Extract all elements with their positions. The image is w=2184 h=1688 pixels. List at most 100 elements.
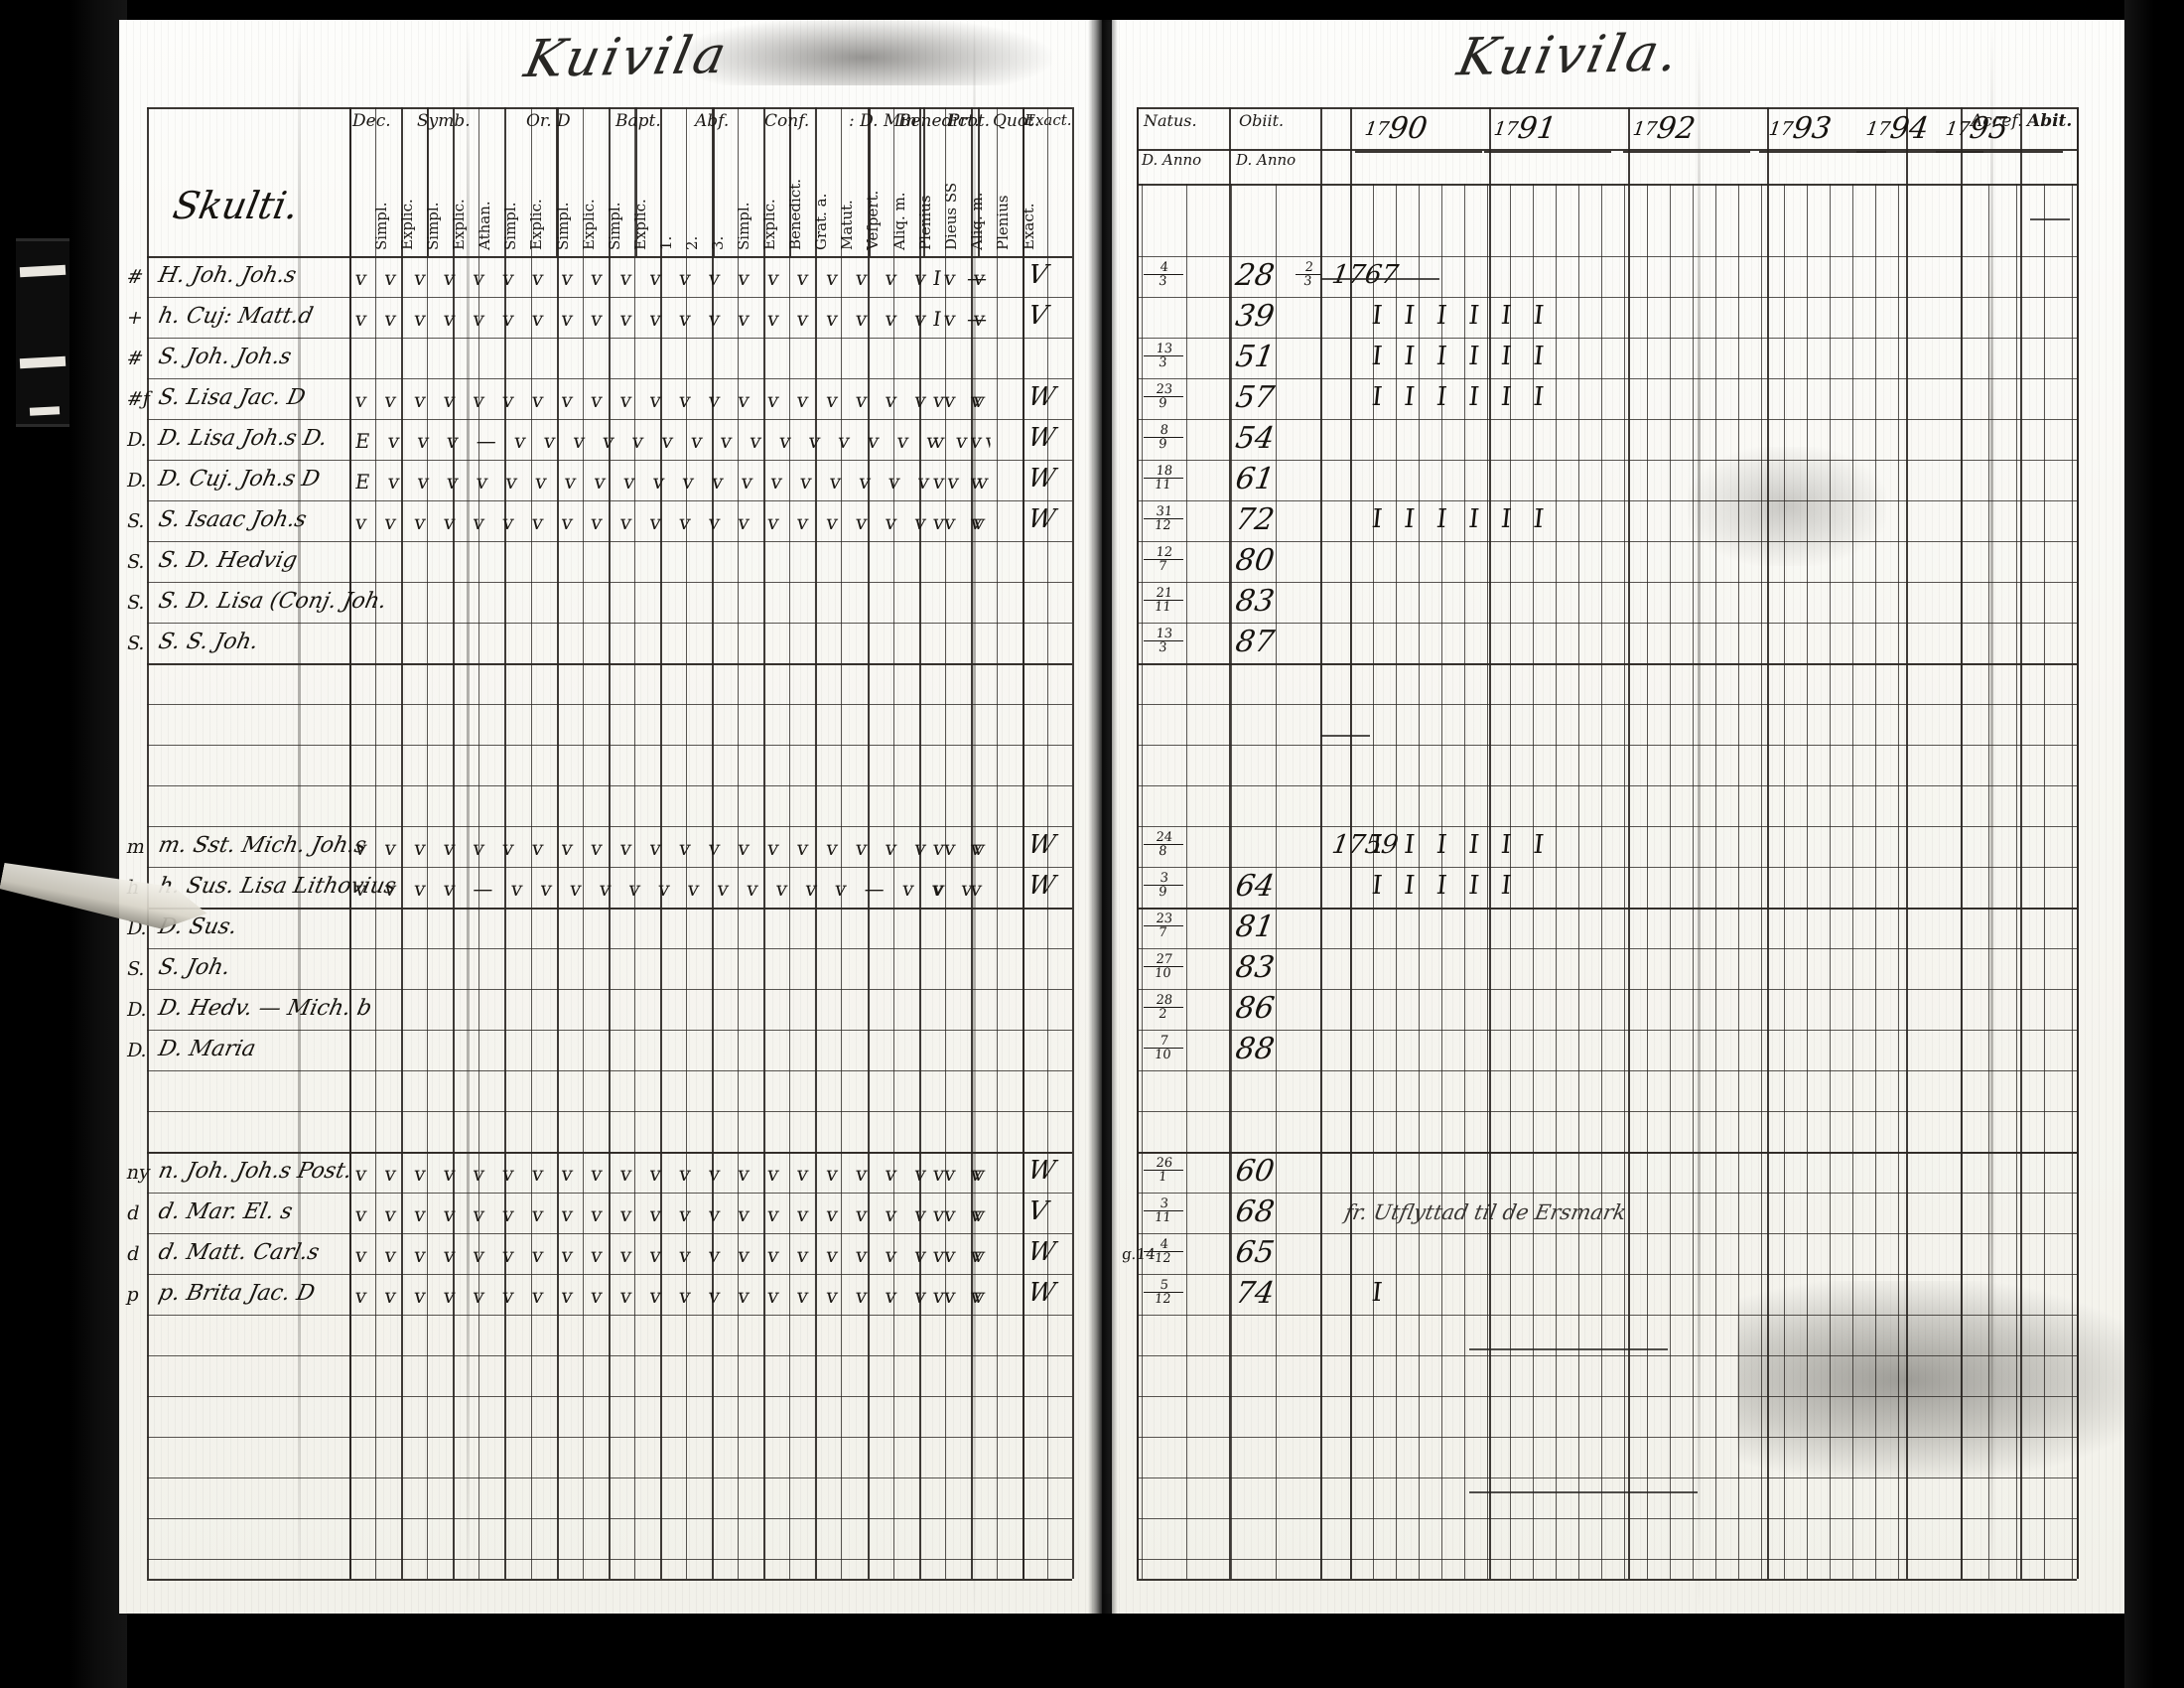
column-header-5: Conf. <box>764 111 810 131</box>
attendance-tally: I I I I I I <box>1370 342 1553 371</box>
column-header-9: Quot. <box>993 111 1040 131</box>
age-value: 65 <box>1233 1235 1277 1270</box>
grid-hline <box>1137 785 2077 786</box>
header-natus: Natus. <box>1144 111 1197 130</box>
scan-streak <box>298 20 301 1614</box>
subheader-13: 3. <box>709 235 727 250</box>
grid-vline <box>1396 184 1397 1579</box>
grid-hline <box>1137 826 2077 827</box>
column-header-6: : D. Min <box>849 111 917 131</box>
grid-hline <box>1137 1518 2077 1519</box>
grade-mark: W <box>1025 830 1058 860</box>
grid-hline <box>1137 989 2077 990</box>
person-name: S. Joh. <box>156 955 233 980</box>
subheader-12: 2. <box>682 235 701 250</box>
grid-vline <box>557 107 559 1579</box>
age-value: 72 <box>1233 502 1277 537</box>
attendance-marks: E v v v v v v v v v v v v v v v v v v v … <box>353 470 993 493</box>
grid-hline <box>1137 1193 2077 1194</box>
grid-vline <box>1276 184 1277 1579</box>
grid-vline <box>1464 184 1465 1579</box>
grid-vline <box>504 107 506 1579</box>
grid-vline <box>738 107 739 1579</box>
age-value: 68 <box>1233 1195 1277 1229</box>
grid-hline <box>147 1030 1072 1031</box>
date-fraction: 23 9 <box>1143 382 1185 411</box>
grid-hline <box>1137 1559 2077 1560</box>
grid-hline <box>1137 1315 2077 1316</box>
age-value: 39 <box>1233 299 1277 334</box>
person-name: H. Joh. Joh.s <box>156 263 299 288</box>
grid-hline <box>1355 151 1482 153</box>
subheader-7: Simpl. <box>553 202 572 250</box>
film-notch-artifact <box>29 406 61 416</box>
grid-vline <box>763 107 765 1579</box>
person-name: d. Mar. El. s <box>156 1199 295 1224</box>
grid-vline <box>2044 184 2045 1579</box>
grid-hline <box>1137 1030 2077 1031</box>
year-header-1791: 1791 <box>1492 111 1559 146</box>
age-value: 64 <box>1233 869 1277 904</box>
grid-hline <box>147 1274 1072 1275</box>
grid-hline <box>1137 1111 2077 1112</box>
ink-smudge <box>1737 1281 2154 1479</box>
person-name: S. Joh. Joh.s <box>156 345 294 369</box>
grid-vline <box>1320 107 1322 1579</box>
grid-hline <box>147 419 1072 420</box>
grid-vline <box>789 107 790 1579</box>
grade-mark: W <box>1025 1237 1058 1267</box>
age-value: 28 <box>1233 258 1277 293</box>
total-marks: v v <box>931 1202 994 1226</box>
person-name: d. Matt. Carl.s <box>156 1240 322 1265</box>
grid-vline <box>841 107 842 1579</box>
grid-vline <box>609 107 611 1579</box>
grid-vline <box>712 107 714 1579</box>
grid-vline <box>997 107 998 1579</box>
grid-hline <box>147 1193 1072 1194</box>
subheader-2: Simpl. <box>424 202 443 250</box>
grid-hline <box>1137 256 2077 257</box>
grid-vline <box>1441 184 1442 1579</box>
subheader-16: Benedict. <box>786 178 805 250</box>
subheader-24: Plenius <box>993 195 1012 250</box>
person-name: D. Lisa Joh.s D. <box>156 426 330 451</box>
grid-hline <box>147 1477 1072 1478</box>
person-name: D. Cuj. Joh.s D <box>156 467 323 492</box>
subheader-21: Plenius <box>915 195 934 250</box>
grid-vline <box>1072 107 1074 1579</box>
attendance-tally: I I I I I I <box>1370 382 1553 412</box>
grid-vline <box>978 107 980 256</box>
person-name: S. D. Hedvig <box>156 548 300 573</box>
age-value: 60 <box>1233 1154 1277 1189</box>
book-page-left <box>119 20 1102 1614</box>
grid-hline <box>147 338 1072 339</box>
grid-vline <box>2077 107 2079 1579</box>
attendance-tally: I I I I I I <box>1370 830 1553 860</box>
age-value: 74 <box>1233 1276 1277 1311</box>
grid-vline <box>2020 107 2022 1579</box>
subheader-8: Explic. <box>579 199 598 250</box>
grid-hline <box>1137 663 2077 665</box>
grid-vline <box>1137 107 1139 1579</box>
date-fraction: 27 10 <box>1143 952 1185 981</box>
grid-hline <box>1137 378 2077 379</box>
grid-hline <box>1137 1233 2077 1234</box>
grid-hline <box>1137 1070 2077 1071</box>
grid-vline <box>1830 184 1831 1579</box>
grid-vline <box>1961 184 1962 1579</box>
scan-streak <box>1990 20 1993 1614</box>
grid-vline <box>1715 184 1716 1579</box>
book-page-right <box>1112 20 2124 1614</box>
subheader-6: Explic. <box>527 199 546 250</box>
grid-vline <box>1419 184 1420 1579</box>
grid-vline <box>1229 107 1231 1579</box>
age-value: 81 <box>1233 910 1277 944</box>
subheader-18: Matut. <box>838 200 857 250</box>
grid-vline <box>1533 184 1534 1579</box>
age-value: 51 <box>1233 340 1277 374</box>
farm-heading: Skulti. <box>169 184 303 227</box>
grid-hline <box>147 948 1072 949</box>
grid-vline <box>660 107 662 1579</box>
person-name: S. D. Lisa (Conj. Joh. <box>156 589 389 614</box>
